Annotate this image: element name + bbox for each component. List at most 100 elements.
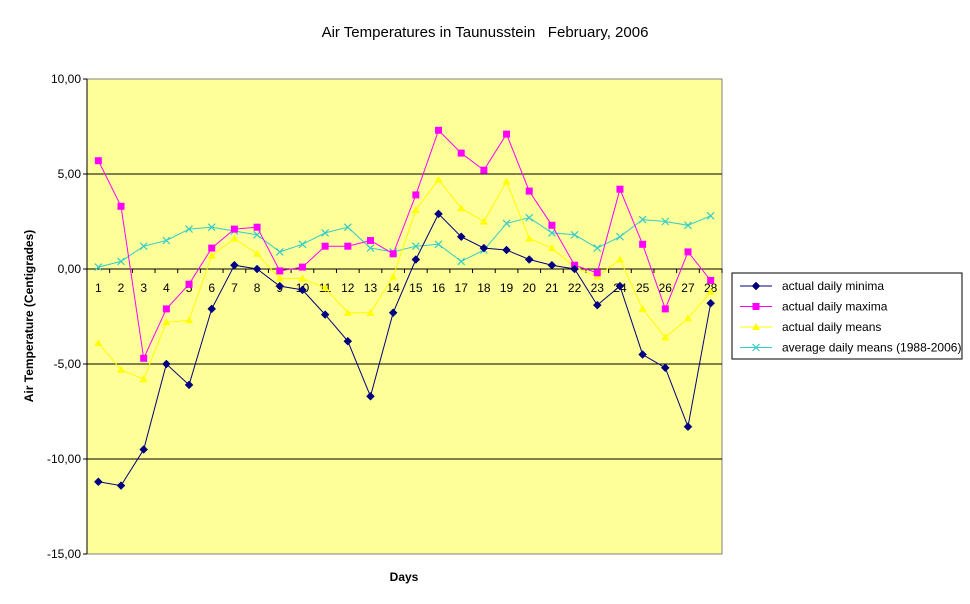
data-point bbox=[502, 245, 511, 255]
data-point bbox=[230, 260, 239, 270]
data-point bbox=[185, 316, 194, 324]
data-point bbox=[548, 221, 556, 229]
series-layer bbox=[93, 126, 716, 490]
data-point bbox=[162, 305, 170, 313]
data-point bbox=[252, 264, 262, 274]
data-point bbox=[298, 240, 307, 249]
data-point bbox=[298, 285, 307, 295]
legend-item: actual daily minima bbox=[740, 279, 884, 293]
series-2 bbox=[94, 126, 715, 362]
x-tick-label: 22 bbox=[568, 281, 582, 295]
data-point bbox=[162, 318, 171, 326]
data-point bbox=[547, 244, 556, 252]
data-point bbox=[94, 263, 103, 272]
legend-swatch-marker bbox=[751, 281, 761, 291]
data-point bbox=[139, 445, 149, 454]
data-point bbox=[275, 247, 284, 256]
y-tick-label: 0,00 bbox=[58, 262, 82, 276]
data-point bbox=[683, 314, 692, 322]
x-tick-label: 6 bbox=[208, 281, 215, 295]
series-3 bbox=[94, 175, 715, 383]
data-point bbox=[343, 308, 352, 316]
x-tick-label: 26 bbox=[659, 281, 673, 295]
data-point bbox=[230, 234, 239, 242]
data-point bbox=[661, 333, 670, 341]
x-tick-label: 5 bbox=[186, 281, 193, 295]
legend-label: actual daily means bbox=[782, 320, 881, 334]
data-point bbox=[389, 250, 397, 258]
data-point bbox=[593, 244, 602, 253]
data-point bbox=[706, 298, 716, 308]
data-point bbox=[207, 251, 216, 259]
data-point bbox=[321, 242, 329, 250]
legend: actual daily minima actual daily maxima ac… bbox=[731, 272, 963, 360]
x-tick-label: 20 bbox=[523, 281, 537, 295]
data-point bbox=[344, 242, 352, 250]
data-point bbox=[117, 257, 125, 266]
series-line bbox=[98, 213, 712, 487]
y-axis: 10,00 5,00 0,00 -5,00 -10,00 -15,00 bbox=[47, 72, 88, 561]
y-axis-label: Air Temperature (Centigrades) bbox=[22, 230, 36, 402]
x-tick-label: 3 bbox=[140, 281, 147, 295]
data-point bbox=[503, 130, 511, 138]
x-tick-label: 23 bbox=[591, 281, 605, 295]
data-point bbox=[593, 269, 601, 277]
data-point bbox=[661, 217, 670, 226]
y-tick-label: -5,00 bbox=[54, 357, 82, 371]
x-tick-label: 15 bbox=[409, 281, 423, 295]
data-point bbox=[456, 232, 466, 242]
x-tick-label: 16 bbox=[432, 281, 446, 295]
x-tick-label: 12 bbox=[341, 281, 355, 295]
x-tick-label: 14 bbox=[386, 281, 400, 295]
x-tick-label: 7 bbox=[231, 281, 238, 295]
data-point bbox=[185, 225, 193, 234]
data-point bbox=[275, 281, 285, 291]
data-point bbox=[434, 209, 443, 219]
x-tick-label: 1 bbox=[95, 281, 102, 295]
data-point bbox=[411, 242, 420, 251]
data-point bbox=[684, 248, 692, 256]
data-point bbox=[185, 280, 193, 288]
data-point bbox=[207, 304, 217, 314]
data-point bbox=[275, 274, 284, 282]
data-point bbox=[639, 240, 647, 248]
data-point bbox=[298, 274, 307, 282]
y-tick-label: 10,00 bbox=[51, 72, 81, 86]
data-point bbox=[93, 477, 103, 487]
y-tick-label: 5,00 bbox=[58, 167, 82, 181]
data-point bbox=[139, 242, 148, 251]
legend-box bbox=[731, 272, 963, 360]
x-tick-label: 19 bbox=[500, 281, 514, 295]
series-1 bbox=[93, 209, 716, 490]
data-point bbox=[435, 126, 443, 134]
y-tick-label: -10,00 bbox=[47, 452, 81, 466]
data-point bbox=[616, 232, 624, 241]
legend-label: actual daily maxima bbox=[782, 300, 888, 314]
data-point bbox=[638, 350, 647, 359]
legend-item: average daily means (1988-2006) bbox=[740, 341, 961, 355]
data-point bbox=[502, 177, 511, 185]
data-point bbox=[162, 359, 171, 369]
data-point bbox=[683, 422, 693, 432]
data-point bbox=[253, 249, 262, 257]
data-point bbox=[411, 206, 420, 214]
data-point bbox=[638, 304, 647, 312]
data-point bbox=[525, 187, 533, 195]
data-point bbox=[321, 228, 330, 237]
data-point bbox=[366, 244, 375, 253]
plot-area bbox=[86, 78, 723, 555]
data-point bbox=[616, 185, 624, 193]
x-tick-label: 4 bbox=[163, 281, 170, 295]
series-line bbox=[97, 129, 712, 361]
data-point bbox=[434, 175, 443, 183]
data-point bbox=[94, 339, 103, 347]
data-point bbox=[615, 255, 624, 263]
data-point bbox=[116, 481, 126, 490]
data-point bbox=[457, 149, 465, 157]
x-tick-label: 18 bbox=[477, 281, 491, 295]
data-point bbox=[480, 166, 488, 174]
data-point bbox=[479, 217, 488, 225]
data-point bbox=[524, 255, 534, 264]
y-tick-label: -15,00 bbox=[47, 547, 81, 561]
data-point bbox=[411, 255, 421, 264]
